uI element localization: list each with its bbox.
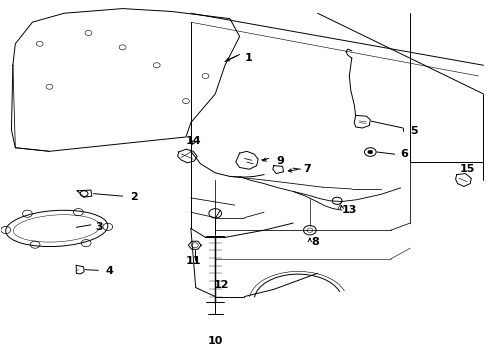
- Text: 12: 12: [213, 280, 229, 290]
- Text: 10: 10: [207, 336, 223, 346]
- Text: 3: 3: [96, 222, 103, 231]
- Text: 15: 15: [459, 164, 474, 174]
- Text: 14: 14: [185, 136, 201, 146]
- Text: 13: 13: [341, 206, 357, 216]
- Text: 5: 5: [409, 126, 417, 135]
- Text: 11: 11: [185, 256, 201, 266]
- Circle shape: [367, 150, 372, 154]
- Text: 9: 9: [276, 156, 284, 166]
- Text: 4: 4: [105, 266, 113, 276]
- Text: 8: 8: [311, 237, 319, 247]
- Text: 6: 6: [400, 149, 407, 159]
- Text: 7: 7: [303, 164, 310, 174]
- Text: 2: 2: [130, 192, 138, 202]
- Text: 1: 1: [244, 53, 252, 63]
